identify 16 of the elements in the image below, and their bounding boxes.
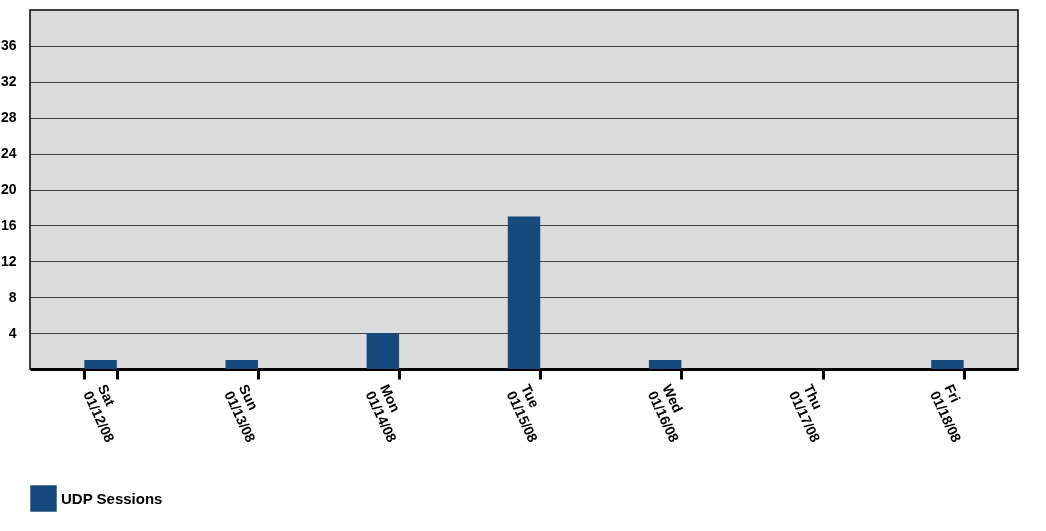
y-tick-label: 4 xyxy=(8,324,17,341)
y-tick-label: 8 xyxy=(8,288,17,305)
legend-label: UDP Sessions xyxy=(61,489,163,507)
y-tick-label: 12 xyxy=(0,252,17,269)
y-tick-label: 32 xyxy=(0,73,17,90)
y-tick-label: 36 xyxy=(0,37,17,54)
bar xyxy=(507,216,541,369)
y-tick-label: 28 xyxy=(0,109,17,126)
bar xyxy=(225,360,258,369)
bar xyxy=(84,360,117,369)
bar xyxy=(931,360,964,369)
bar xyxy=(648,360,682,369)
y-tick-label: 20 xyxy=(0,181,17,197)
y-tick-label: 16 xyxy=(0,216,17,233)
bar xyxy=(366,333,400,369)
y-tick-label: 24 xyxy=(0,145,17,162)
